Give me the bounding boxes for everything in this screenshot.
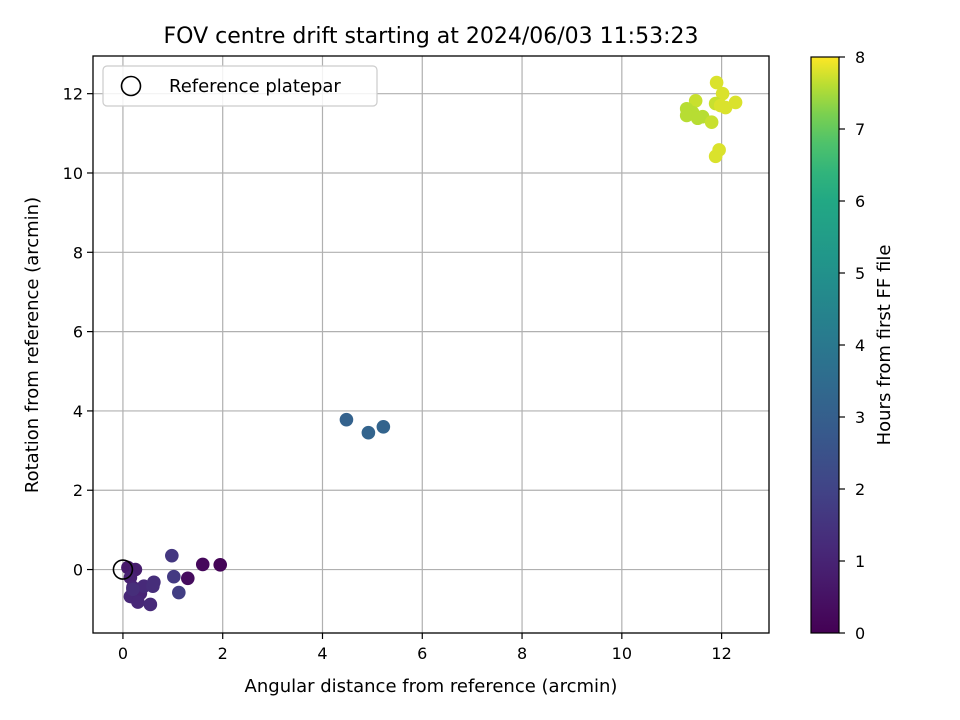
- data-point: [167, 569, 181, 584]
- y-tick-label: 6: [73, 323, 83, 342]
- colorbar-tick-label: 0: [855, 624, 865, 643]
- data-point: [143, 597, 158, 612]
- x-tick-label: 2: [218, 644, 228, 663]
- x-tick-label: 0: [118, 644, 128, 663]
- y-tick-label: 4: [73, 402, 83, 421]
- legend-marker: [120, 75, 142, 97]
- colorbar-gradient: [810, 56, 840, 634]
- colorbar-tick-label: 2: [855, 480, 865, 499]
- grid: [93, 56, 769, 633]
- chart-title: FOV centre drift starting at 2024/06/03 …: [164, 24, 699, 49]
- data-point: [165, 548, 179, 563]
- axes-frame: [92, 55, 770, 634]
- data-point: [679, 108, 694, 123]
- colorbar-tick-label: 4: [855, 336, 865, 355]
- data-point: [172, 585, 186, 600]
- y-tick-label: 10: [63, 164, 83, 183]
- data-point: [704, 115, 719, 130]
- x-tick-label: 8: [517, 644, 527, 663]
- colorbar-label: Hours from first FF file: [874, 245, 895, 446]
- y-tick-label: 12: [63, 85, 83, 104]
- colorbar-tick-label: 8: [855, 48, 865, 67]
- ticks: 0 2 4 6 8 10 12 0 2 4 6 8 10 12: [63, 85, 732, 663]
- y-tick-label: 0: [73, 561, 83, 580]
- y-axis-label: Rotation from reference (arcmin): [22, 197, 43, 493]
- data-point: [339, 412, 354, 427]
- colorbar-tick-label: 6: [855, 192, 865, 211]
- legend: Reference platepar: [102, 65, 378, 107]
- colorbar-tick-label: 7: [855, 120, 865, 139]
- colorbar-tick-label: 3: [855, 408, 865, 427]
- x-tick-label: 4: [317, 644, 327, 663]
- plot-area: 0 2 4 6 8 10 12 0 2 4 6 8 10 12 Reference platepar: [63, 55, 770, 663]
- x-tick-label: 12: [711, 644, 731, 663]
- x-axis-label: Angular distance from reference (arcmin): [245, 676, 618, 697]
- data-points: [121, 75, 743, 612]
- data-point: [361, 425, 376, 440]
- data-point: [715, 86, 730, 101]
- data-point: [180, 571, 195, 586]
- data-point: [126, 582, 140, 597]
- x-tick-label: 10: [612, 644, 632, 663]
- data-point: [728, 95, 743, 110]
- reference-marker: [112, 559, 134, 580]
- data-point: [376, 419, 391, 434]
- colorbar: 0 1 2 3 4 5 6 7 8: [810, 48, 865, 643]
- legend-entry: Reference platepar: [169, 76, 341, 97]
- x-tick-label: 6: [417, 644, 427, 663]
- data-point: [688, 94, 703, 108]
- data-point: [131, 595, 145, 609]
- y-tick-label: 2: [73, 481, 83, 500]
- colorbar-tick-label: 1: [855, 552, 865, 571]
- data-point: [690, 111, 705, 126]
- colorbar-tick-label: 5: [855, 264, 865, 283]
- data-point: [213, 557, 228, 572]
- y-tick-label: 8: [73, 243, 83, 262]
- legend-box: [102, 65, 378, 107]
- data-point: [718, 100, 733, 115]
- data-point: [709, 75, 724, 90]
- data-point: [708, 149, 723, 164]
- data-point: [195, 557, 210, 572]
- data-point: [147, 575, 161, 590]
